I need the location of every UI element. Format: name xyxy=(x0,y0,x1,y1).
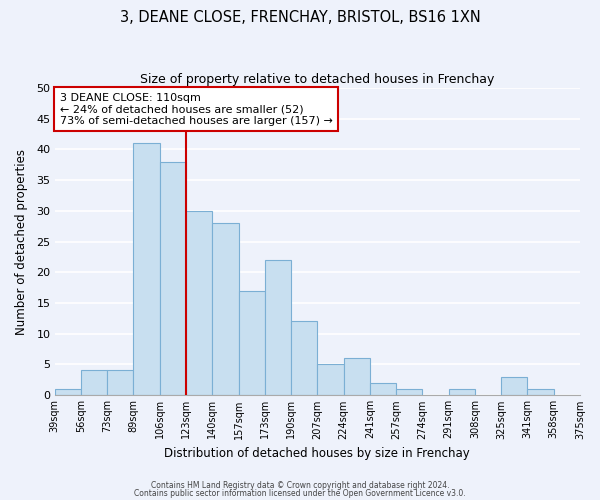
Text: 3, DEANE CLOSE, FRENCHAY, BRISTOL, BS16 1XN: 3, DEANE CLOSE, FRENCHAY, BRISTOL, BS16 … xyxy=(119,10,481,25)
Text: Contains HM Land Registry data © Crown copyright and database right 2024.: Contains HM Land Registry data © Crown c… xyxy=(151,481,449,490)
Title: Size of property relative to detached houses in Frenchay: Size of property relative to detached ho… xyxy=(140,72,494,86)
Bar xyxy=(55,389,81,395)
Bar xyxy=(501,376,527,395)
Bar xyxy=(344,358,370,395)
Bar xyxy=(396,389,422,395)
Bar xyxy=(81,370,107,395)
X-axis label: Distribution of detached houses by size in Frenchay: Distribution of detached houses by size … xyxy=(164,447,470,460)
Bar xyxy=(291,322,317,395)
Bar xyxy=(317,364,344,395)
Bar xyxy=(160,162,186,395)
Bar xyxy=(265,260,291,395)
Bar xyxy=(527,389,554,395)
Bar xyxy=(133,144,160,395)
Bar xyxy=(370,382,396,395)
Bar xyxy=(239,290,265,395)
Bar xyxy=(449,389,475,395)
Bar xyxy=(107,370,133,395)
Bar xyxy=(212,223,239,395)
Text: 3 DEANE CLOSE: 110sqm
← 24% of detached houses are smaller (52)
73% of semi-deta: 3 DEANE CLOSE: 110sqm ← 24% of detached … xyxy=(60,92,333,126)
Y-axis label: Number of detached properties: Number of detached properties xyxy=(15,148,28,334)
Text: Contains public sector information licensed under the Open Government Licence v3: Contains public sector information licen… xyxy=(134,488,466,498)
Bar xyxy=(186,211,212,395)
